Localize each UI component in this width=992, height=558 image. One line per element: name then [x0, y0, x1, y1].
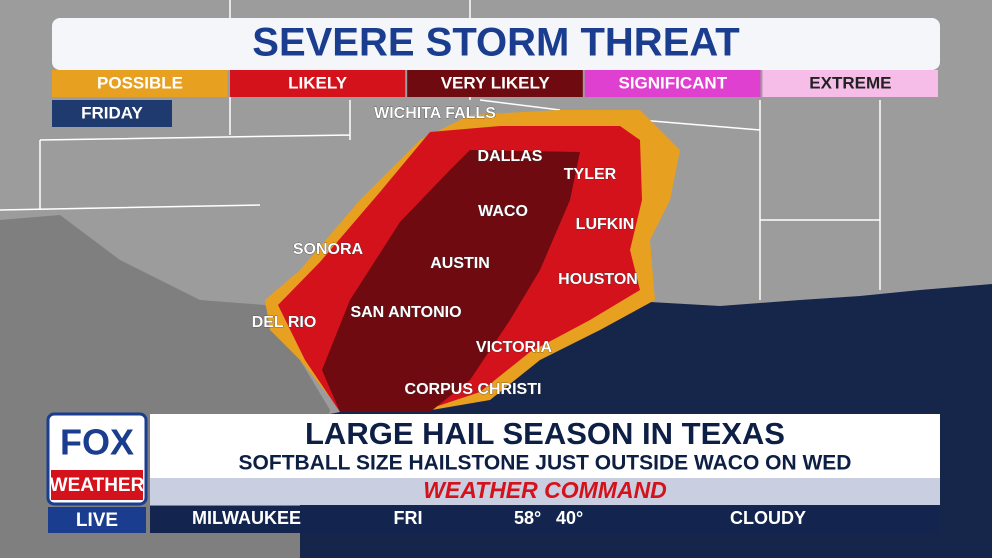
city-label: SAN ANTONIO — [350, 304, 461, 321]
ticker-day: FRI — [394, 508, 423, 528]
ticker-box — [150, 506, 940, 533]
legend-label: VERY LIKELY — [441, 73, 551, 92]
city-label: LUFKIN — [576, 216, 635, 233]
day-box — [52, 100, 172, 127]
ticker-condition: CLOUDY — [730, 508, 806, 528]
title-box — [52, 18, 940, 70]
city-label: DALLAS — [478, 148, 543, 165]
live-box — [48, 507, 146, 533]
city-label: AUSTIN — [430, 255, 490, 272]
very-likely-area — [322, 150, 580, 412]
ticker-city: MILWAUKEE — [192, 508, 301, 528]
live: LIVE — [76, 510, 118, 531]
legend-swatch — [584, 70, 761, 97]
city-labels: WICHITA FALLS DALLAS TYLER WACO LUFKIN SONORA… — [251, 105, 638, 399]
city-label: VICTORIA — [476, 339, 553, 356]
city-label: CORPUS CHRISTI — [405, 381, 542, 398]
city-label: TYLER — [564, 166, 617, 183]
ticker-high: 58° — [514, 508, 541, 528]
headline-box — [150, 414, 940, 478]
legend-label: SIGNIFICANT — [618, 73, 727, 92]
legend-label: POSSIBLE — [97, 73, 183, 92]
legend-swatch — [762, 70, 938, 97]
logo-brand: FOX — [60, 422, 134, 463]
ticker-low: 40° — [556, 508, 583, 528]
headline: LARGE HAIL SEASON IN TEXAS — [305, 416, 785, 451]
city-label: WICHITA FALLS — [374, 105, 496, 122]
subheadline: SOFTBALL SIZE HAILSTONE JUST OUTSIDE WAC… — [239, 452, 852, 475]
title: SEVERE STORM THREAT — [252, 21, 739, 65]
city-label: HOUSTON — [558, 271, 638, 288]
logo-band — [51, 470, 143, 500]
legend: POSSIBLE LIKELY VERY LIKELY SIGNIFICANT EXTR… — [52, 70, 938, 97]
city-label: WACO — [478, 203, 528, 220]
legend-swatch — [52, 70, 228, 97]
legend-swatch — [229, 70, 406, 97]
legend-swatch — [407, 70, 583, 97]
city-label: DEL RIO — [252, 314, 317, 331]
logo-sub: WEATHER — [50, 475, 145, 496]
day: FRIDAY — [81, 103, 143, 122]
banner-box — [150, 478, 940, 505]
legend-label: EXTREME — [809, 73, 891, 92]
city-label: SONORA — [293, 241, 364, 258]
legend-label: LIKELY — [288, 73, 348, 92]
banner: WEATHER COMMAND — [423, 477, 667, 503]
